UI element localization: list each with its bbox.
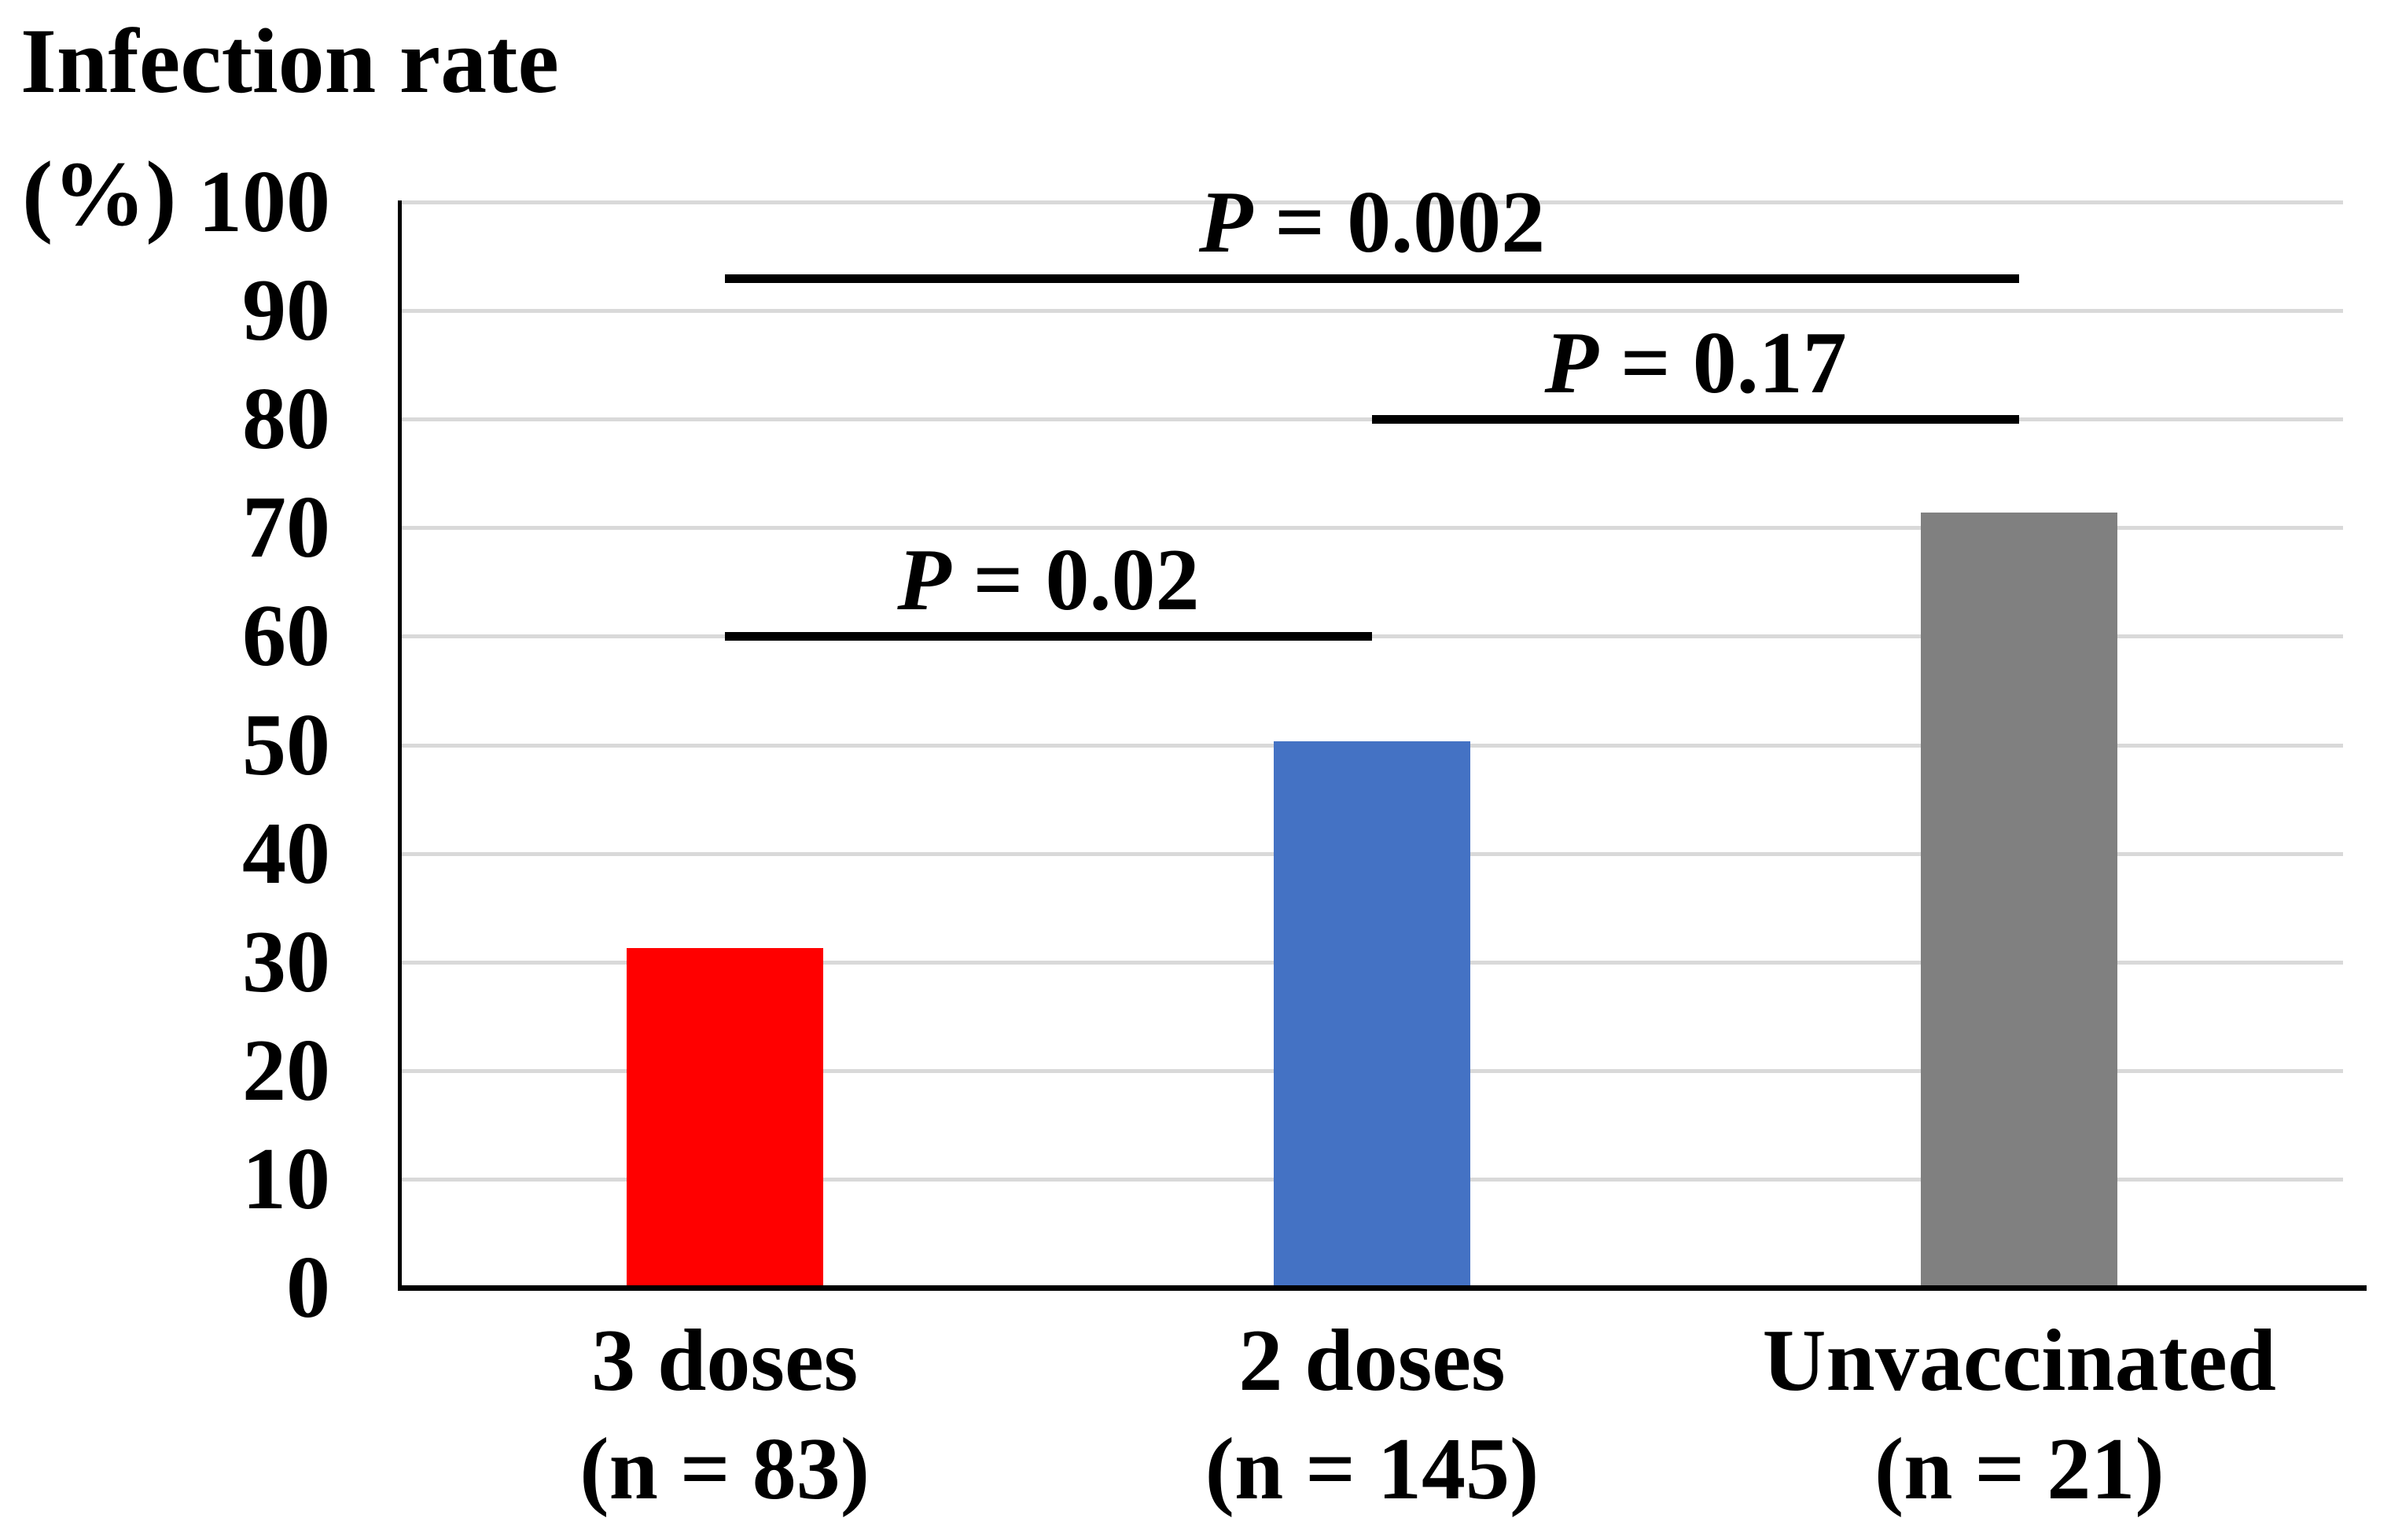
y-tick-label-50: 50 [242,696,330,794]
p-value-symbol: P [1198,173,1253,271]
y-tick-label-70: 70 [242,479,330,577]
y-tick-label-0: 0 [286,1239,330,1336]
bar-3-doses [626,947,823,1285]
y-axis-unit-label: (%) [22,142,177,245]
category-sample-size: (n = 21) [1874,1421,2165,1518]
x-axis-line [398,1285,2367,1291]
category-name: 3 doses [591,1312,859,1410]
significance-line-p-0-02 [724,632,1372,641]
y-tick-label-40: 40 [242,804,330,902]
category-label-2-doses: 2 doses (n = 145) [1018,1307,1726,1523]
category-name: Unvaccinated [1762,1312,2276,1410]
y-gridline-90 [401,309,2343,314]
y-tick-label-90: 90 [242,262,330,360]
bar-unvaccinated [1921,512,2118,1285]
category-label-3-doses: 3 doses (n = 83) [371,1307,1079,1523]
significance-line-p-0-002 [724,274,2020,283]
p-value-text: = 0.02 [951,531,1200,630]
bar-2-doses [1274,741,1470,1285]
category-name: 2 doses [1238,1312,1506,1410]
significance-label-p-0-17: P = 0.17 [1545,311,1847,415]
y-tick-label-20: 20 [242,1021,330,1119]
category-sample-size: (n = 145) [1205,1421,1539,1518]
y-tick-label-80: 80 [242,370,330,469]
significance-line-p-0-17 [1372,415,2020,425]
significance-label-p-0-002: P = 0.002 [1199,171,1545,274]
significance-label-p-0-02: P = 0.02 [897,528,1199,632]
y-axis-line [398,200,402,1289]
y-gridline-100 [401,200,2343,204]
p-value-symbol: P [1544,314,1598,413]
category-sample-size: (n = 83) [579,1421,870,1518]
p-value-text: = 0.17 [1598,314,1847,413]
p-value-symbol: P [897,531,951,630]
y-gridline-70 [401,526,2343,531]
y-tick-label-60: 60 [242,587,330,685]
category-label-unvaccinated: Unvaccinated (n = 21) [1665,1307,2373,1523]
y-tick-label-30: 30 [242,913,330,1011]
chart-title: Infection rate [20,9,559,112]
y-tick-label-10: 10 [242,1130,330,1228]
y-tick-label-100: 100 [198,153,330,251]
y-gridline-60 [401,634,2343,639]
p-value-text: = 0.002 [1252,173,1546,271]
